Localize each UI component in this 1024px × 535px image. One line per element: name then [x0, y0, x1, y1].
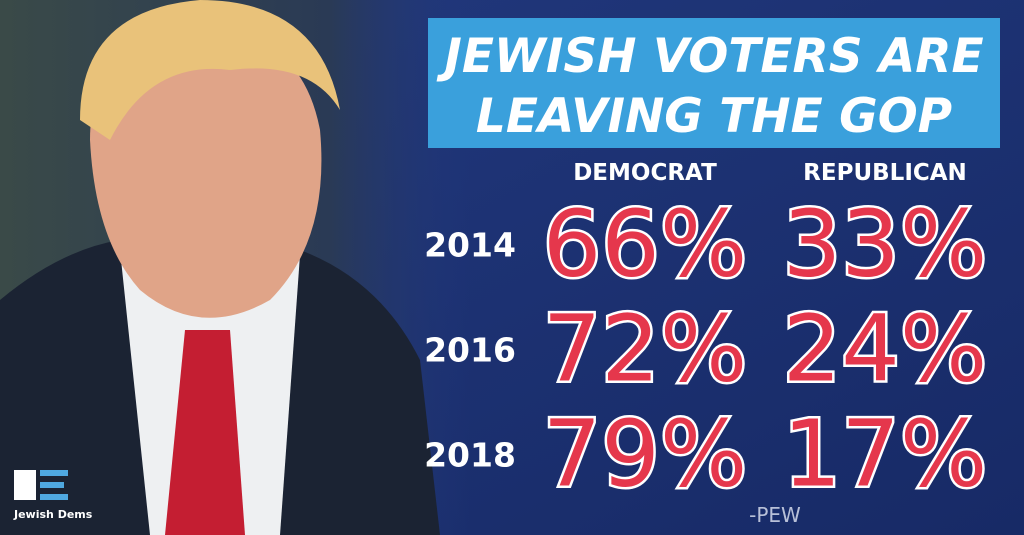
logo-mark — [40, 470, 68, 476]
percent-value: 24% — [783, 295, 987, 402]
title-box — [428, 18, 1000, 148]
column-header: REPUBLICAN — [803, 160, 967, 186]
portrait — [0, 0, 440, 535]
percent-value: 17% — [783, 400, 987, 507]
title-line: JEWISH VOTERS ARE — [436, 29, 983, 84]
percent-value: 72% — [543, 295, 747, 402]
source: -PEW — [749, 503, 801, 527]
column-header: DEMOCRAT — [573, 160, 717, 186]
percent-value: 79% — [543, 400, 747, 507]
year-label: 2014 — [424, 226, 516, 265]
year-label: 2018 — [424, 436, 516, 475]
logo-mark — [14, 470, 36, 500]
year-label: 2016 — [424, 331, 516, 370]
title-line: LEAVING THE GOP — [476, 89, 952, 144]
logo-text: Jewish Dems — [13, 508, 93, 521]
percent-value: 66% — [543, 190, 747, 297]
logo-mark — [40, 482, 64, 488]
logo-mark — [40, 494, 68, 500]
percent-value: 33% — [783, 190, 987, 297]
logo: Jewish Dems — [13, 470, 93, 521]
